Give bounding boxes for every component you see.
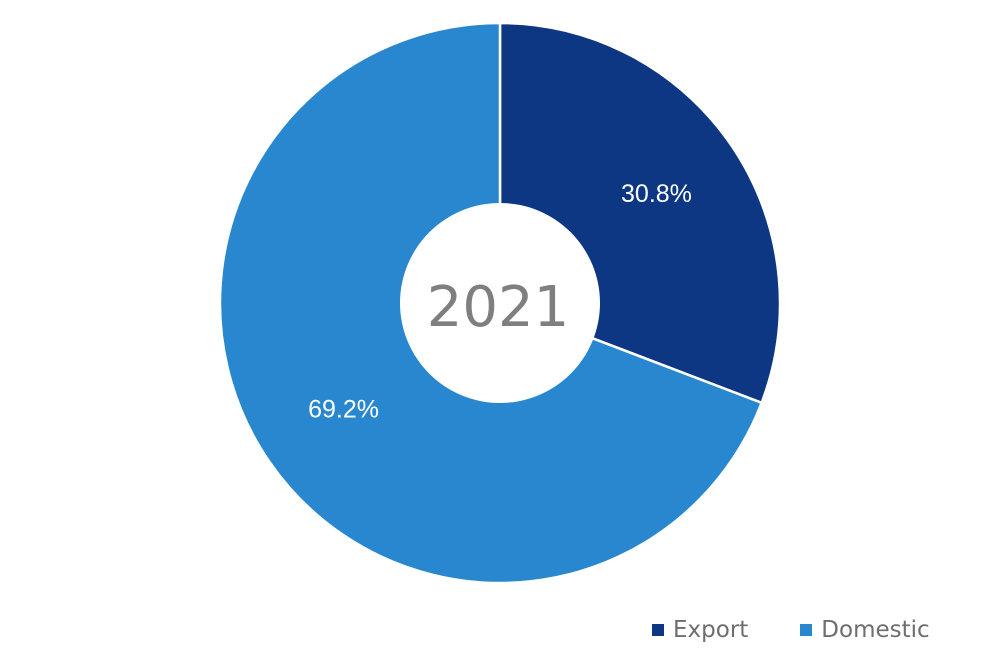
legend-item-domestic: Domestic [800, 617, 930, 643]
legend-swatch-domestic [800, 624, 813, 636]
donut-center-label: 2021 [427, 275, 570, 340]
chart-legend: Export Domestic [652, 617, 930, 643]
legend-label-export: Export [673, 617, 749, 643]
donut-slice-labels: 30.8% 69.2% [308, 180, 692, 424]
legend-item-export: Export [652, 617, 748, 643]
legend-label-domestic: Domestic [821, 617, 930, 643]
slice-label-export: 30.8% [621, 180, 692, 208]
slice-label-domestic: 69.2% [308, 395, 379, 423]
donut-center-hole [400, 203, 600, 403]
legend-swatch-export [652, 624, 664, 636]
